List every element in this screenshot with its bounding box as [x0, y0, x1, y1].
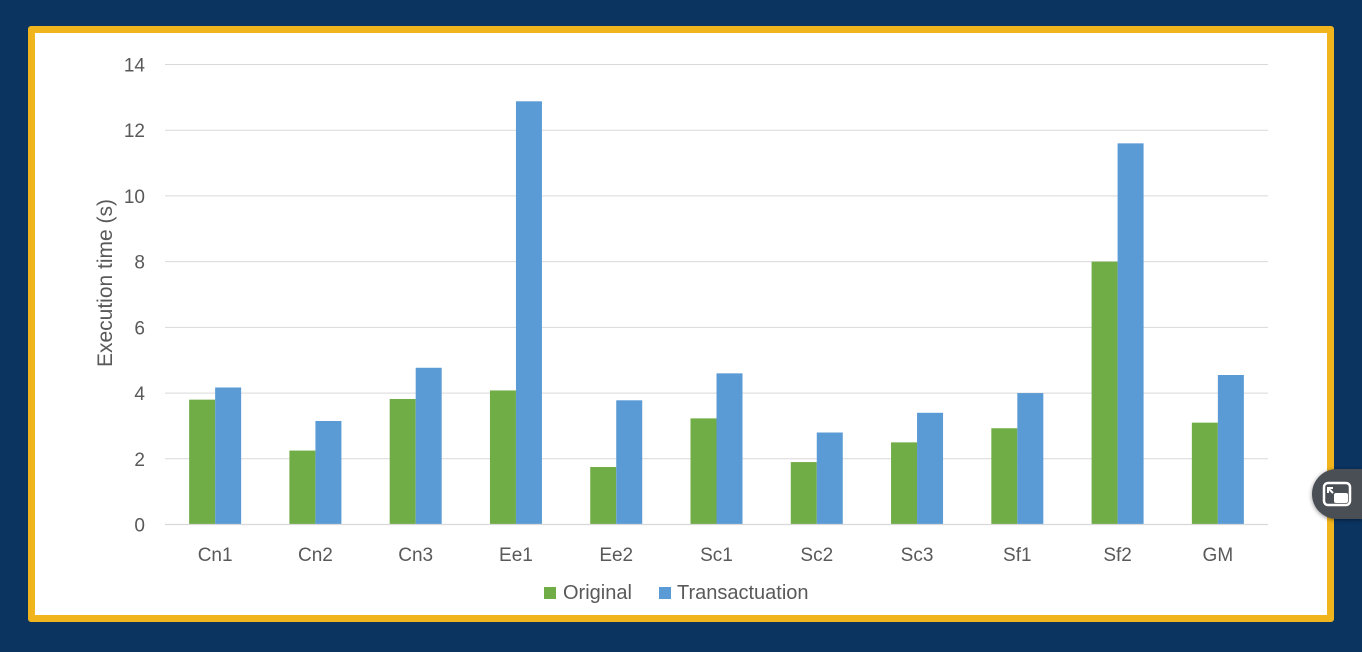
legend-label-transactuation: Transactuation — [677, 582, 809, 604]
bar-chart: 0 2 4 6 8 10 12 14 Execution time (s) Cn1 Cn2 Cn3… — [94, 56, 1268, 604]
bar-transactuation-cn3 — [415, 367, 442, 525]
bar-transactuation-sc1 — [716, 373, 743, 525]
bar-transactuation-sf2 — [1117, 143, 1144, 525]
chart-panel: 0 2 4 6 8 10 12 14 Execution time (s) Cn1 Cn2 Cn3… — [28, 26, 1334, 622]
bar-original-sf2 — [1091, 261, 1118, 525]
y-tick-label: 0 — [134, 516, 145, 537]
bar-transactuation-cn2 — [315, 421, 342, 525]
bar-original-ee2 — [590, 467, 617, 525]
y-axis-label: Execution time (s) — [94, 199, 117, 367]
bar-original-gm — [1191, 422, 1218, 525]
bar-transactuation-ee2 — [616, 400, 643, 525]
bar-transactuation-sc3 — [917, 412, 944, 525]
x-tick-label: Cn1 — [198, 545, 233, 566]
bar-transactuation-gm — [1217, 375, 1244, 525]
bar-original-sc3 — [891, 442, 918, 525]
picture-in-picture-button[interactable] — [1312, 469, 1362, 519]
x-tick-label: Cn2 — [298, 545, 333, 566]
y-axis-ticks: 0 2 4 6 8 10 12 14 — [124, 56, 146, 537]
legend-swatch-transactuation — [659, 587, 671, 599]
y-tick-label: 12 — [124, 121, 145, 142]
bar-transactuation-sf1 — [1017, 393, 1044, 525]
x-tick-label: Ee1 — [499, 545, 533, 566]
legend-swatch-original — [544, 587, 556, 599]
picture-in-picture-icon — [1322, 481, 1352, 507]
y-tick-label: 4 — [134, 384, 145, 405]
x-tick-label: Ee2 — [599, 545, 633, 566]
y-tick-label: 2 — [134, 450, 145, 471]
x-tick-label: Sf2 — [1103, 545, 1132, 566]
y-tick-label: 6 — [134, 318, 145, 339]
y-tick-label: 14 — [124, 56, 146, 77]
x-tick-label: Sc1 — [700, 545, 733, 566]
bar-original-cn3 — [389, 398, 416, 525]
bar-transactuation-sc2 — [816, 432, 843, 525]
legend-label-original: Original — [563, 582, 632, 604]
bars — [189, 101, 1244, 525]
x-tick-label: Sc2 — [800, 545, 833, 566]
gridlines — [165, 64, 1268, 460]
bar-original-ee1 — [489, 390, 516, 525]
legend: Original Transactuation — [544, 582, 809, 604]
x-tick-label: Sf1 — [1003, 545, 1032, 566]
bar-original-sf1 — [991, 428, 1018, 525]
x-tick-label: Cn3 — [398, 545, 433, 566]
x-axis-ticks: Cn1 Cn2 Cn3 Ee1 Ee2 Sc1 Sc2 Sc3 Sf1 Sf2 GM — [198, 545, 1233, 566]
y-tick-label: 10 — [124, 187, 145, 208]
x-tick-label: Sc3 — [901, 545, 934, 566]
y-tick-label: 8 — [134, 253, 145, 274]
bar-original-cn2 — [289, 450, 316, 525]
bar-original-sc2 — [790, 462, 817, 525]
bar-original-sc1 — [690, 418, 717, 525]
x-tick-label: GM — [1203, 545, 1234, 566]
bar-transactuation-cn1 — [215, 387, 242, 525]
bar-original-cn1 — [189, 399, 216, 525]
bar-transactuation-ee1 — [515, 101, 542, 525]
